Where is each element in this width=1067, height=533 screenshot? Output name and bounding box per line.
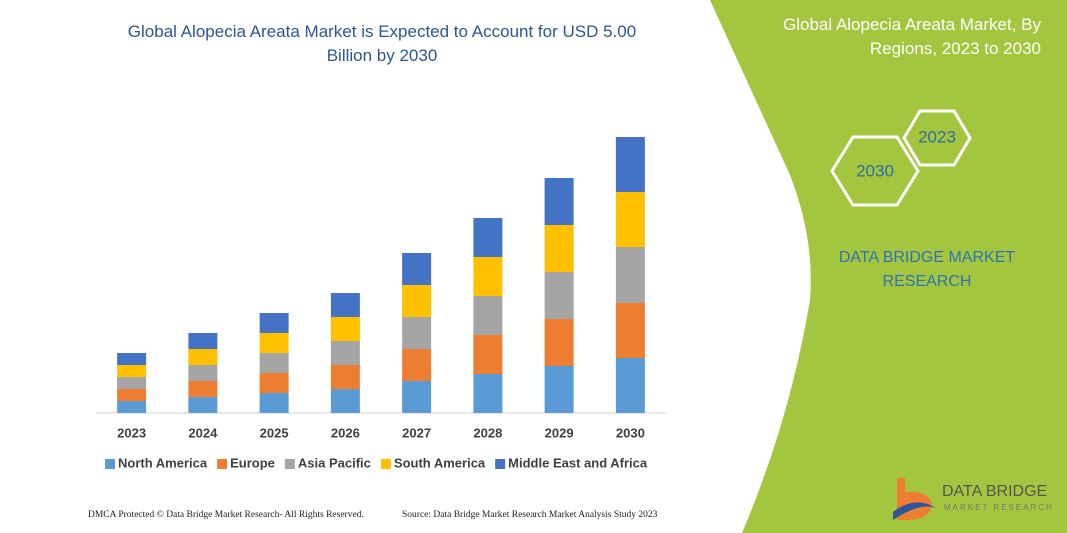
bar-segment: [117, 389, 147, 401]
hexagons: [830, 109, 972, 207]
bar-segment: [117, 365, 147, 377]
bar-segment: [544, 366, 574, 413]
hexagon: [830, 135, 920, 207]
x-tick-label: 2025: [260, 425, 289, 440]
bar-segment: [402, 285, 432, 317]
bar-segment: [402, 317, 432, 349]
bar-segment: [402, 381, 432, 413]
bar-segment: [615, 192, 645, 247]
bar-segment: [544, 272, 574, 319]
chart-title: Global Alopecia Areata Market is Expecte…: [127, 22, 637, 65]
bar-segment: [188, 365, 218, 381]
hexagon: [902, 109, 972, 167]
bar-segment: [330, 293, 360, 317]
bar-segment: [615, 303, 645, 358]
bar-segment: [615, 247, 645, 303]
bar-segment: [544, 319, 574, 366]
brand: DATA BRIDGE MARKET RESEARCH: [838, 249, 1016, 290]
legend-label: South America: [394, 455, 486, 470]
bar-segment: [473, 335, 503, 374]
legend-label: Asia Pacific: [298, 455, 371, 470]
legend-swatch: [217, 459, 228, 469]
bar-segment: [117, 401, 147, 413]
copyright: DMCA Protected © Data Bridge Market Rese…: [88, 509, 364, 520]
bar-segment: [615, 137, 645, 192]
bar-segment: [402, 349, 432, 381]
bar-segment: [259, 353, 289, 373]
bar-segment: [117, 353, 147, 365]
panel-title: Global Alopecia Areata Market, By Region…: [783, 15, 1041, 58]
legend-swatch: [380, 459, 391, 469]
source: Source: Data Bridge Market Research Mark…: [402, 510, 658, 520]
bar-segment: [188, 333, 218, 349]
x-tick-label: 2024: [188, 425, 218, 440]
hexagon-label: 2023: [918, 127, 956, 146]
x-tick-label: 2026: [331, 425, 360, 440]
bar-segment: [330, 341, 360, 365]
side-panel: [710, 0, 1067, 533]
x-tick-label: 2028: [473, 425, 502, 440]
bar-segment: [259, 333, 289, 353]
bar-segment: [259, 313, 289, 333]
logo-tagline: MARKET RESEARCH: [944, 503, 1054, 512]
legend-label: Europe: [230, 455, 275, 470]
logo-mark: [893, 478, 936, 520]
bar-segment: [615, 358, 645, 413]
bar-segment: [330, 389, 360, 413]
x-tick-label: 2027: [402, 425, 431, 440]
legend-label: Middle East and Africa: [508, 455, 648, 470]
bar-segment: [259, 373, 289, 393]
bar-segment: [259, 393, 289, 413]
bar-segment: [402, 253, 432, 285]
bar-segment: [188, 397, 218, 413]
x-tick-label: 2023: [117, 425, 146, 440]
legend-label: North America: [118, 455, 208, 470]
bar-segment: [330, 365, 360, 389]
bar-segment: [473, 374, 503, 413]
legend-swatch: [495, 459, 506, 469]
legend-swatch: [284, 459, 295, 469]
bar-segment: [330, 317, 360, 341]
bar-segment: [188, 349, 218, 365]
x-tick-label: 2029: [545, 425, 574, 440]
bar-segment: [188, 381, 218, 397]
bar-segment: [473, 218, 503, 257]
logo-name: DATA BRIDGE: [942, 483, 1047, 500]
hexagon-label: 2030: [856, 161, 894, 180]
bar-segment: [544, 178, 574, 225]
bar-segment: [544, 225, 574, 272]
bar-segment: [473, 296, 503, 335]
bar-segment: [473, 257, 503, 296]
x-tick-label: 2030: [616, 425, 645, 440]
legend-swatch: [105, 459, 115, 469]
bar-segment: [117, 377, 147, 389]
